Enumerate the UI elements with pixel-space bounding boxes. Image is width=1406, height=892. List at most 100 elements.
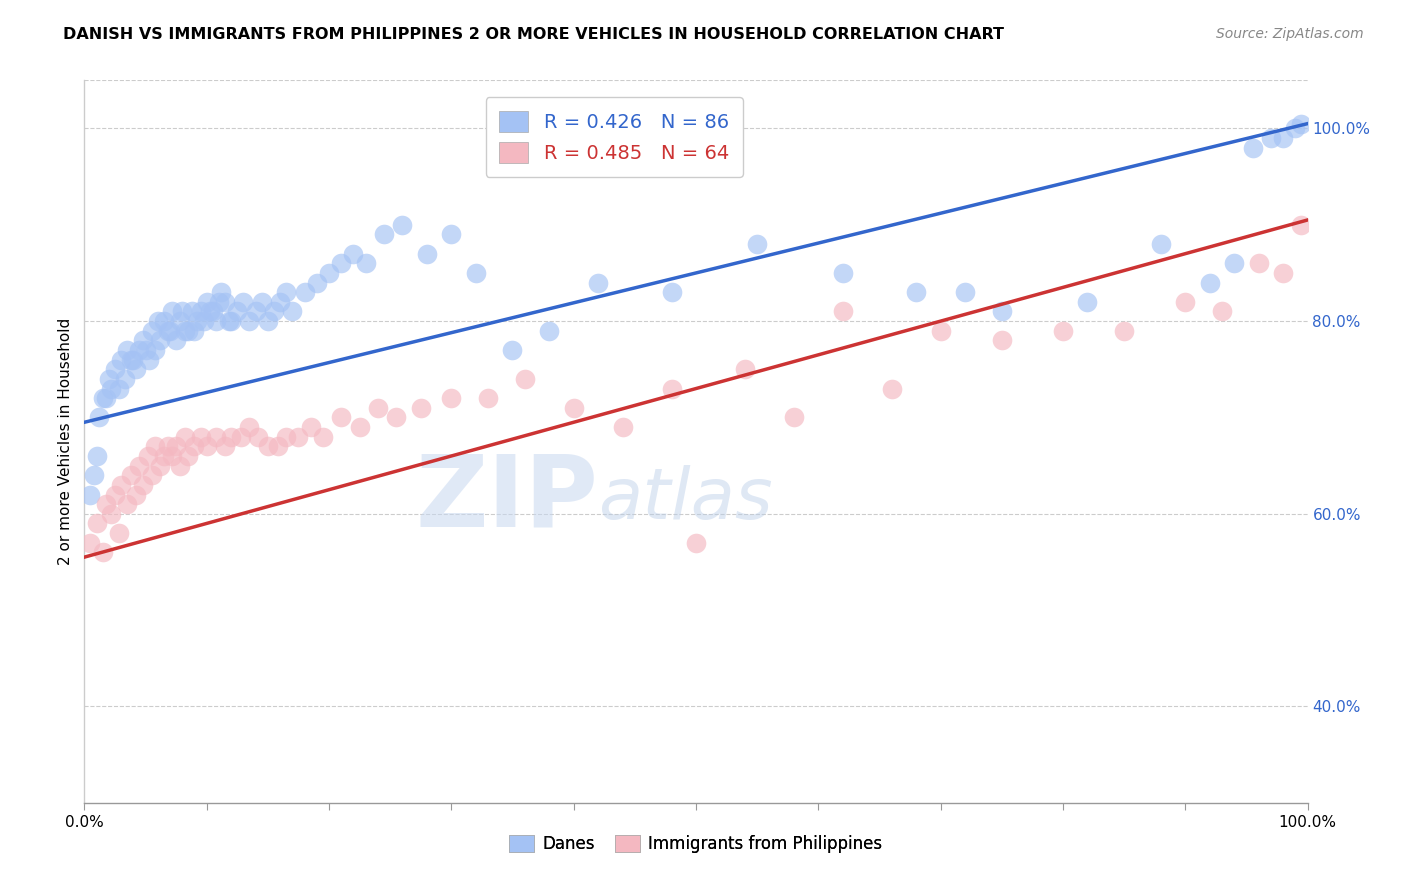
Point (195, 294, 218, 309)
Legend: Danes, Immigrants from Philippines: Danes, Immigrants from Philippines (503, 828, 889, 860)
Point (141, 468, 163, 483)
Point (747, 237, 769, 252)
Point (1291, 218, 1313, 232)
Point (685, 535, 707, 549)
Point (169, 314, 191, 328)
Text: ZIP: ZIP (415, 450, 598, 548)
Point (1052, 324, 1074, 338)
Point (100, 382, 122, 396)
Point (342, 246, 364, 260)
Point (125, 487, 148, 501)
Point (734, 362, 756, 376)
Point (110, 478, 132, 492)
Point (107, 382, 129, 396)
Point (128, 343, 150, 357)
Point (86, 516, 108, 531)
Point (880, 382, 903, 396)
Point (96, 497, 118, 511)
Point (276, 430, 298, 444)
Point (219, 430, 242, 444)
Point (91, 391, 114, 405)
Point (135, 343, 157, 357)
Point (141, 324, 163, 338)
Point (146, 314, 169, 328)
Point (181, 304, 204, 318)
Point (104, 362, 127, 376)
Point (257, 439, 280, 453)
Point (153, 449, 176, 463)
Point (136, 449, 159, 463)
Point (143, 343, 166, 357)
Point (125, 362, 148, 376)
Point (115, 343, 138, 357)
Point (183, 439, 205, 453)
Point (1150, 237, 1173, 252)
Point (190, 430, 212, 444)
Point (209, 285, 232, 300)
Point (1114, 324, 1136, 338)
Point (330, 256, 353, 270)
Point (991, 304, 1014, 318)
Point (186, 314, 208, 328)
Point (281, 304, 304, 318)
Point (354, 256, 377, 270)
Point (132, 478, 155, 492)
Point (219, 314, 242, 328)
Point (586, 276, 609, 290)
Point (562, 401, 585, 415)
Point (122, 352, 145, 367)
Point (218, 314, 240, 328)
Point (132, 334, 155, 348)
Point (156, 439, 179, 453)
Point (831, 266, 853, 280)
Point (330, 410, 353, 425)
Point (1272, 131, 1295, 145)
Point (104, 487, 127, 501)
Point (305, 276, 328, 290)
Point (149, 334, 172, 348)
Point (128, 458, 150, 473)
Point (86, 449, 108, 463)
Point (97, 372, 120, 386)
Point (263, 304, 285, 318)
Point (831, 304, 853, 318)
Point (1241, 141, 1264, 155)
Point (138, 352, 160, 367)
Point (1076, 294, 1098, 309)
Point (120, 468, 142, 483)
Point (245, 304, 267, 318)
Point (538, 324, 561, 338)
Point (440, 391, 463, 405)
Point (257, 314, 280, 328)
Point (416, 246, 439, 260)
Point (165, 334, 187, 348)
Point (200, 304, 222, 318)
Point (349, 420, 371, 434)
Point (156, 324, 179, 338)
Point (214, 294, 236, 309)
Point (115, 497, 138, 511)
Point (391, 218, 413, 232)
Point (195, 439, 218, 453)
Point (1198, 276, 1220, 290)
Point (905, 285, 928, 300)
Text: Source: ZipAtlas.com: Source: ZipAtlas.com (1216, 27, 1364, 41)
Point (373, 227, 395, 242)
Point (120, 352, 142, 367)
Y-axis label: 2 or more Vehicles in Household: 2 or more Vehicles in Household (58, 318, 73, 566)
Point (367, 401, 389, 415)
Point (276, 285, 298, 300)
Point (929, 324, 952, 338)
Text: DANISH VS IMMIGRANTS FROM PHILIPPINES 2 OR MORE VEHICLES IN HOUSEHOLD CORRELATIO: DANISH VS IMMIGRANTS FROM PHILIPPINES 2 … (63, 27, 1004, 42)
Point (502, 343, 524, 357)
Point (464, 266, 486, 280)
Point (205, 430, 228, 444)
Point (183, 324, 205, 338)
Point (1211, 304, 1233, 318)
Point (409, 401, 432, 415)
Point (1223, 256, 1246, 270)
Point (205, 314, 228, 328)
Point (208, 294, 231, 309)
Point (1291, 117, 1313, 131)
Point (193, 314, 215, 328)
